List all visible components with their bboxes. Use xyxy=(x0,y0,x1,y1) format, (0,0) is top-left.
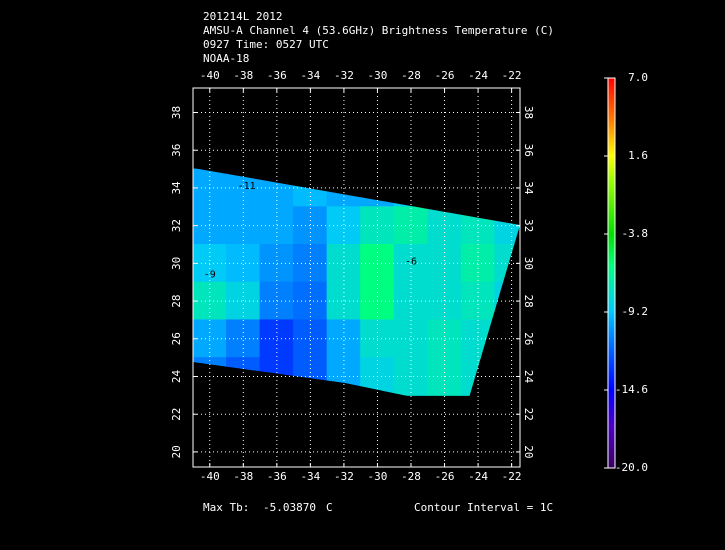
y-tick-label: 36 xyxy=(170,144,183,157)
x-tick-label: -38 xyxy=(233,470,253,483)
y-tick-label: 22 xyxy=(170,408,183,421)
cell xyxy=(393,168,429,208)
x-tick-label: -38 xyxy=(233,69,253,82)
max-tb-label: Max Tb: xyxy=(203,501,249,514)
title-line: NOAA-18 xyxy=(203,52,249,65)
cell xyxy=(326,319,362,359)
y-tick-label: 32 xyxy=(170,219,183,232)
cell xyxy=(226,281,261,321)
y-tick-label: 20 xyxy=(522,445,535,458)
colorbar-tick-label: 1.6 xyxy=(628,149,648,162)
cell xyxy=(326,168,362,208)
y-tick-label: 30 xyxy=(522,257,535,270)
y-tick-label: 32 xyxy=(522,219,535,232)
x-tick-label: -28 xyxy=(401,470,421,483)
x-tick-label: -28 xyxy=(401,69,421,82)
y-tick-label: 26 xyxy=(170,332,183,345)
cell xyxy=(427,281,462,321)
x-tick-label: -40 xyxy=(200,69,220,82)
x-tick-label: -24 xyxy=(468,69,488,82)
cell xyxy=(393,319,429,359)
y-tick-label: 34 xyxy=(522,181,535,195)
max-tb-value: -5.03870 xyxy=(263,501,316,514)
cell xyxy=(427,168,462,208)
y-tick-label: 24 xyxy=(170,369,183,383)
cell xyxy=(393,281,429,321)
x-tick-label: -36 xyxy=(267,470,287,483)
cell xyxy=(326,281,362,321)
max-tb-unit: C xyxy=(326,501,333,514)
x-tick-label: -26 xyxy=(435,470,455,483)
title-line: 0927 Time: 0527 UTC xyxy=(203,38,329,51)
colorbar xyxy=(607,77,616,469)
y-tick-label: 38 xyxy=(522,106,535,119)
y-tick-label: 28 xyxy=(170,294,183,307)
x-tick-label: -40 xyxy=(200,470,220,483)
cell xyxy=(293,281,328,321)
cell xyxy=(259,168,295,208)
colorbar-tick-label: 7.0 xyxy=(628,71,648,84)
swath xyxy=(193,168,520,396)
cell xyxy=(293,168,328,208)
contour-label: -11 xyxy=(238,181,256,192)
y-tick-label: 22 xyxy=(522,408,535,421)
x-tick-label: -32 xyxy=(334,69,354,82)
y-tick-label: 30 xyxy=(170,257,183,270)
y-tick-label: 28 xyxy=(522,294,535,307)
colorbar-tick-label: -9.2 xyxy=(622,305,649,318)
x-tick-label: -30 xyxy=(368,69,388,82)
x-tick-label: -24 xyxy=(468,470,488,483)
y-tick-label: 24 xyxy=(522,370,535,384)
x-tick-label: -32 xyxy=(334,470,354,483)
colorbar-tick-label: -20.0 xyxy=(615,461,648,474)
x-tick-label: -26 xyxy=(435,69,455,82)
y-tick-label: 26 xyxy=(522,332,535,345)
x-tick-label: -34 xyxy=(300,470,320,483)
contour-interval: Contour Interval = 1C xyxy=(414,501,553,514)
y-tick-label: 38 xyxy=(170,106,183,119)
cell xyxy=(259,281,295,321)
title-line: AMSU-A Channel 4 (53.6GHz) Brightness Te… xyxy=(203,24,554,37)
plot-frame xyxy=(192,87,521,468)
contour-label: -6 xyxy=(405,256,417,267)
x-tick-label: -36 xyxy=(267,69,287,82)
y-tick-label: 20 xyxy=(170,445,183,458)
x-tick-label: -22 xyxy=(502,470,522,483)
y-tick-label: 36 xyxy=(522,144,535,157)
x-tick-label: -22 xyxy=(502,69,522,82)
contour-label: -9 xyxy=(204,270,216,281)
x-tick-label: -34 xyxy=(300,69,320,82)
cell xyxy=(226,319,261,359)
y-tick-label: 34 xyxy=(170,181,183,195)
colorbar-tick-label: -14.6 xyxy=(615,383,648,396)
x-tick-label: -30 xyxy=(368,470,388,483)
title-line: 201214L 2012 xyxy=(203,10,282,23)
colorbar-tick-label: -3.8 xyxy=(622,227,649,240)
